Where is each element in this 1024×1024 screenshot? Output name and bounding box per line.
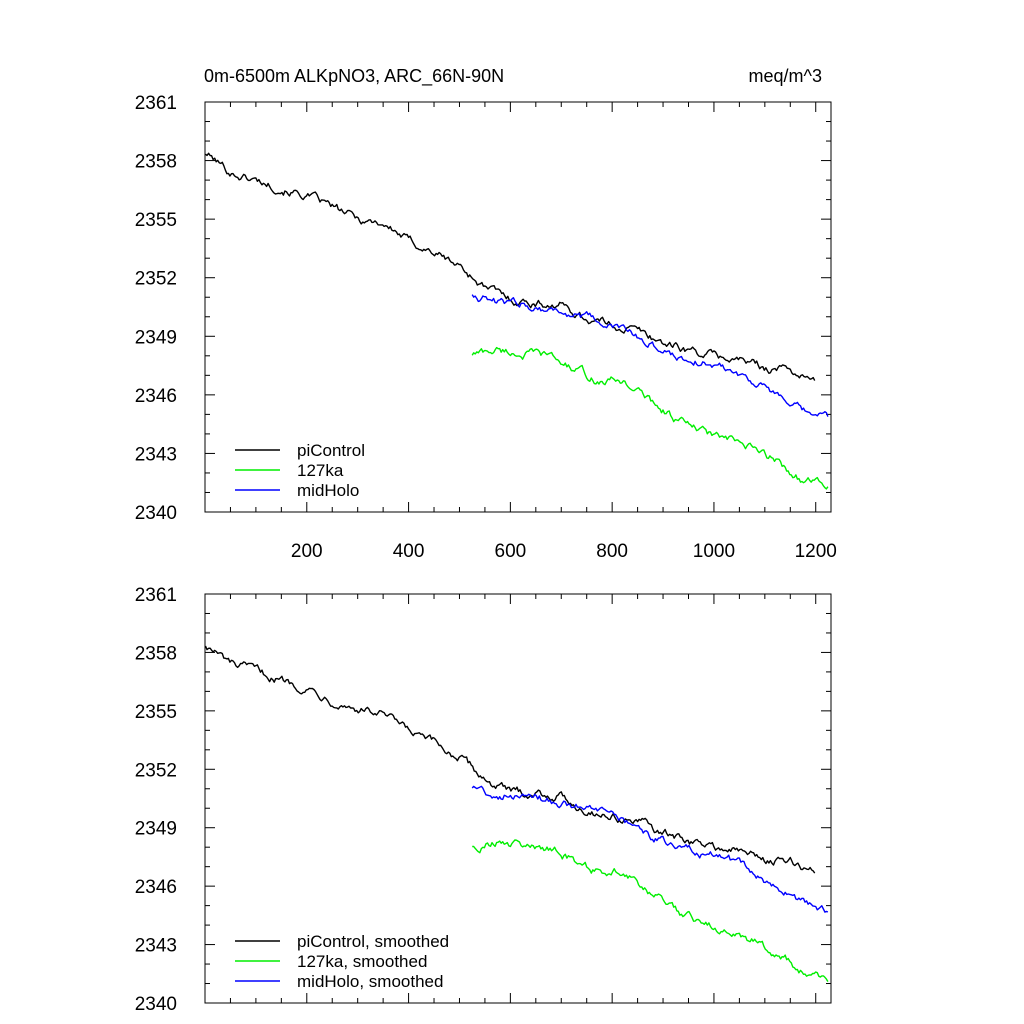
y-tick-label: 2355 (135, 210, 177, 231)
series-line-midholo (471, 785, 829, 913)
plot-title: 0m-6500m ALKpNO3, ARC_66N-90N (204, 66, 504, 87)
legend-label: piControl (297, 441, 365, 460)
y-tick-label: 2343 (135, 444, 177, 465)
bottom-panel: 2340 2343 2346 2349 2352 2355 2358 2361 piContro… (135, 585, 832, 1015)
series-line-127ka (471, 346, 829, 490)
series-line-127ka (472, 839, 829, 982)
y-tick-label: 2343 (135, 936, 177, 957)
plot-frame (204, 101, 832, 513)
x-tick-label: 1000 (693, 541, 735, 562)
y-tick-label: 2346 (135, 386, 177, 407)
y-tick-label: 2352 (135, 269, 177, 290)
y-tick-label: 2340 (135, 503, 177, 524)
legend-label: midHolo, smoothed (297, 972, 443, 991)
legend-label: 127ka (297, 461, 344, 480)
series-line-picontrol (204, 645, 816, 874)
y-tick-label: 2346 (135, 877, 177, 898)
x-tick-label: 200 (291, 541, 323, 562)
y-tick-label: 2352 (135, 760, 177, 781)
legend-label: piControl, smoothed (297, 932, 449, 951)
x-tick-label: 800 (596, 541, 628, 562)
y-tick-label: 2361 (135, 93, 177, 114)
y-tick-label: 2358 (135, 152, 177, 173)
series-line-midholo (471, 294, 829, 417)
y-tick-label: 2349 (135, 327, 177, 348)
y-tick-label: 2361 (135, 585, 177, 606)
top-panel: 2340 2343 2346 2349 2352 2355 2358 2361 200 400 60… (135, 93, 837, 562)
x-tick-label: 400 (393, 541, 425, 562)
legend-label: midHolo (297, 481, 359, 500)
x-tick-label: 1200 (795, 541, 837, 562)
plot-frame (204, 593, 832, 1004)
y-tick-label: 2340 (135, 994, 177, 1015)
units-label: meq/m^3 (749, 66, 822, 86)
legend-label: 127ka, smoothed (297, 952, 427, 971)
x-tick-label: 600 (495, 541, 527, 562)
y-tick-label: 2358 (135, 643, 177, 664)
y-tick-label: 2355 (135, 702, 177, 723)
y-tick-label: 2349 (135, 819, 177, 840)
